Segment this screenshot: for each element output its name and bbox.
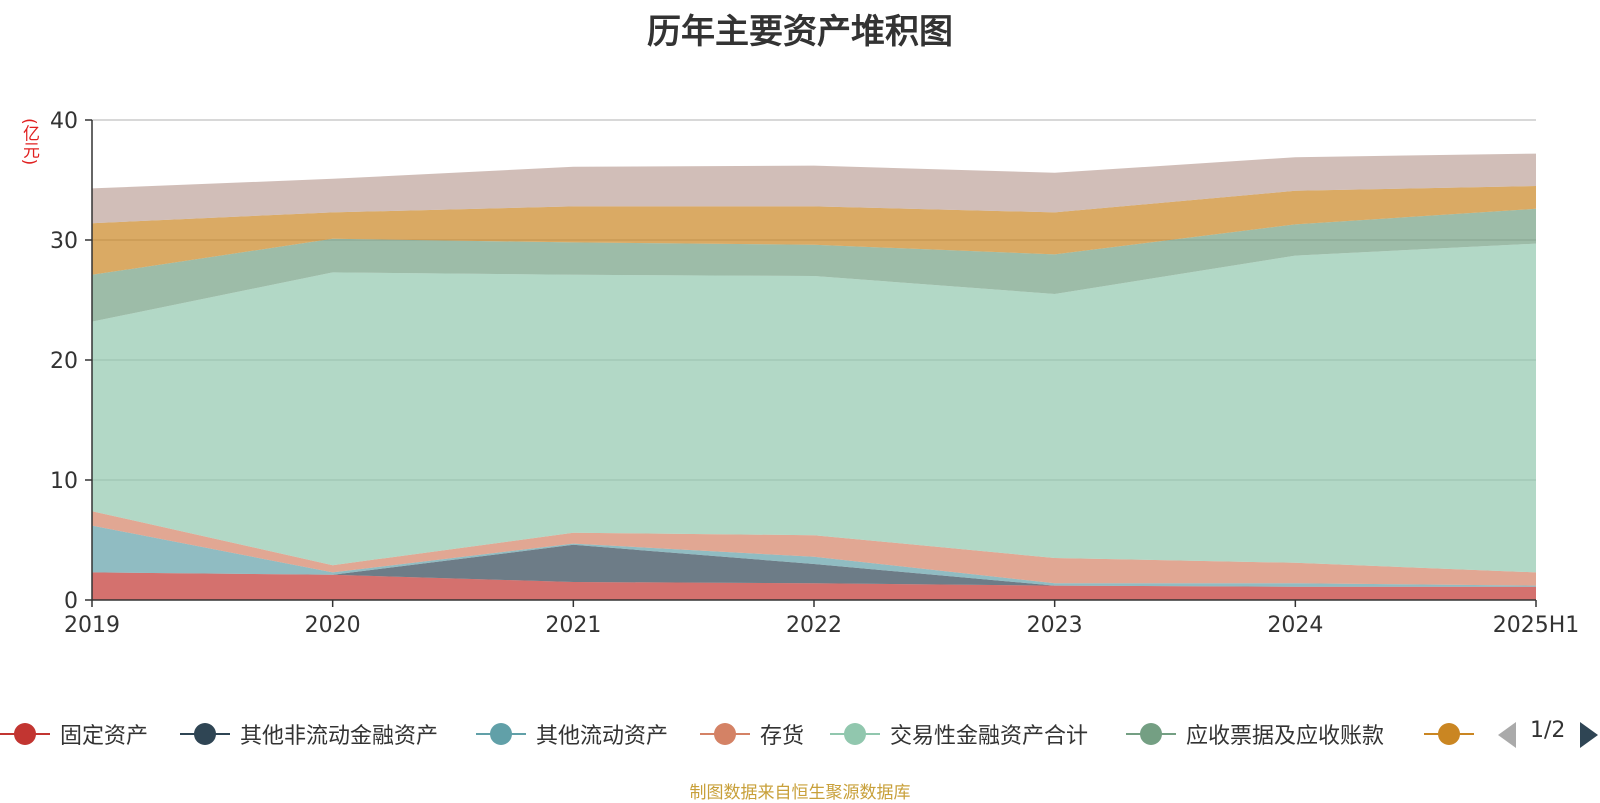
area-series-6 [92, 208, 1536, 322]
legend-label: 应收票据及应收账款 [1186, 724, 1385, 749]
area-series-8 [92, 153, 1536, 224]
y-tick-label: 20 [50, 349, 78, 374]
legend-label: 交易性金融资产合计 [890, 724, 1089, 749]
legend-marker-icon [180, 716, 230, 752]
y-axis-label: (亿元) [19, 118, 39, 166]
legend-marker-icon [1126, 716, 1176, 752]
x-tick-label: 2023 [1027, 613, 1083, 638]
area-series-7 [92, 186, 1536, 275]
source-note: 制图数据来自恒生聚源数据库 [689, 783, 911, 803]
legend-item[interactable]: 交易性金融资产合计 [830, 716, 1088, 752]
legend-marker-icon [0, 716, 50, 752]
area-series-2 [92, 544, 1536, 587]
x-tick-label: 2019 [64, 613, 120, 638]
x-tick-label: 2021 [545, 613, 601, 638]
legend-prev-arrow-icon[interactable] [1498, 722, 1516, 748]
area-series-4 [92, 511, 1536, 586]
legend-item[interactable] [1424, 716, 1474, 752]
chart-title: 历年主要资产堆积图 [647, 12, 953, 52]
legend-marker-icon [830, 716, 880, 752]
y-tick-label: 30 [50, 229, 78, 254]
legend-page-indicator: 1/2 [1530, 718, 1566, 743]
y-tick-label: 40 [50, 109, 78, 134]
legend-item[interactable]: 应收票据及应收账款 [1126, 716, 1384, 752]
legend-item[interactable]: 其他流动资产 [476, 716, 668, 752]
stacked-area-chart: 0 10 20 30 40 2019 2020 2021 2022 2023 2024 2025H1 [50, 109, 1580, 638]
legend-item[interactable]: 其他非流动金融资产 [180, 716, 438, 752]
area-series-1 [92, 572, 1536, 600]
y-tick-label: 10 [50, 469, 78, 494]
area-series-5 [92, 243, 1536, 573]
x-tick-label: 2020 [305, 613, 361, 638]
legend-item[interactable]: 固定资产 [0, 716, 148, 752]
legend-marker-icon [700, 716, 750, 752]
legend-label: 存货 [760, 724, 805, 749]
legend-marker-icon [476, 716, 526, 752]
legend-label: 其他流动资产 [536, 724, 669, 749]
legend-label: 其他非流动金融资产 [240, 724, 439, 749]
x-tick-label: 2025H1 [1493, 613, 1580, 638]
legend-item[interactable]: 存货 [700, 716, 804, 752]
legend: 固定资产 其他非流动金融资产 其他流动资产 存货 交易性金融资产合计 应收票据及应收账款 [0, 716, 1600, 752]
x-tick-label: 2022 [786, 613, 842, 638]
legend-marker-icon [1424, 716, 1474, 752]
legend-next-arrow-icon[interactable] [1580, 722, 1598, 748]
y-tick-label: 0 [64, 589, 78, 614]
legend-label: 固定资产 [60, 724, 149, 749]
x-tick-label: 2024 [1267, 613, 1323, 638]
